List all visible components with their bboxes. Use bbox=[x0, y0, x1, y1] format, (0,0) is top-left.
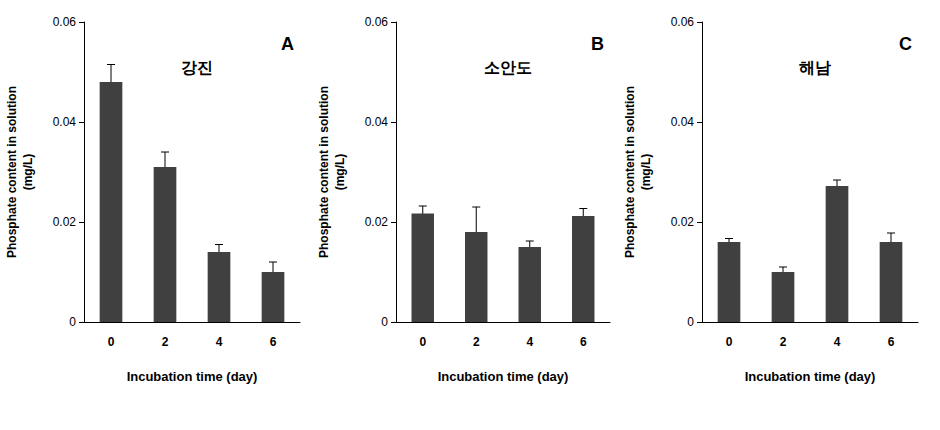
svg-text:B: B bbox=[591, 34, 604, 54]
svg-text:2: 2 bbox=[162, 335, 169, 349]
svg-text:Incubation time (day): Incubation time (day) bbox=[438, 369, 569, 384]
svg-text:Incubation time (day): Incubation time (day) bbox=[745, 369, 876, 384]
svg-text:2: 2 bbox=[473, 335, 480, 349]
svg-text:4: 4 bbox=[216, 335, 223, 349]
svg-text:0: 0 bbox=[108, 335, 115, 349]
svg-text:해남: 해남 bbox=[799, 59, 831, 76]
svg-text:(mg/L): (mg/L) bbox=[639, 154, 653, 191]
svg-text:0.02: 0.02 bbox=[671, 215, 695, 229]
svg-text:6: 6 bbox=[270, 335, 277, 349]
svg-text:4: 4 bbox=[834, 335, 841, 349]
svg-text:Phosphate content in solution: Phosphate content in solution bbox=[317, 86, 331, 258]
svg-text:0.04: 0.04 bbox=[365, 115, 389, 129]
svg-text:0.02: 0.02 bbox=[365, 215, 389, 229]
svg-text:0.04: 0.04 bbox=[53, 115, 77, 129]
svg-text:6: 6 bbox=[888, 335, 895, 349]
svg-text:(mg/L): (mg/L) bbox=[21, 154, 35, 191]
svg-text:Incubation time (day): Incubation time (day) bbox=[127, 369, 258, 384]
svg-text:강진: 강진 bbox=[181, 59, 213, 76]
svg-text:C: C bbox=[899, 34, 912, 54]
svg-text:4: 4 bbox=[526, 335, 533, 349]
svg-text:0: 0 bbox=[69, 315, 76, 329]
svg-text:0.06: 0.06 bbox=[53, 15, 77, 29]
svg-text:2: 2 bbox=[780, 335, 787, 349]
svg-text:소안도: 소안도 bbox=[484, 59, 532, 76]
svg-text:0.02: 0.02 bbox=[53, 215, 77, 229]
svg-text:0: 0 bbox=[687, 315, 694, 329]
svg-text:A: A bbox=[281, 34, 294, 54]
svg-text:(mg/L): (mg/L) bbox=[333, 154, 347, 191]
svg-text:Phosphate content in solution: Phosphate content in solution bbox=[5, 86, 19, 258]
svg-text:Phosphate content in solution: Phosphate content in solution bbox=[623, 86, 637, 258]
svg-text:6: 6 bbox=[580, 335, 587, 349]
svg-text:0: 0 bbox=[419, 335, 426, 349]
svg-text:0.04: 0.04 bbox=[671, 115, 695, 129]
svg-text:0: 0 bbox=[726, 335, 733, 349]
svg-text:0.06: 0.06 bbox=[365, 15, 389, 29]
svg-text:0.06: 0.06 bbox=[671, 15, 695, 29]
svg-text:0: 0 bbox=[381, 315, 388, 329]
